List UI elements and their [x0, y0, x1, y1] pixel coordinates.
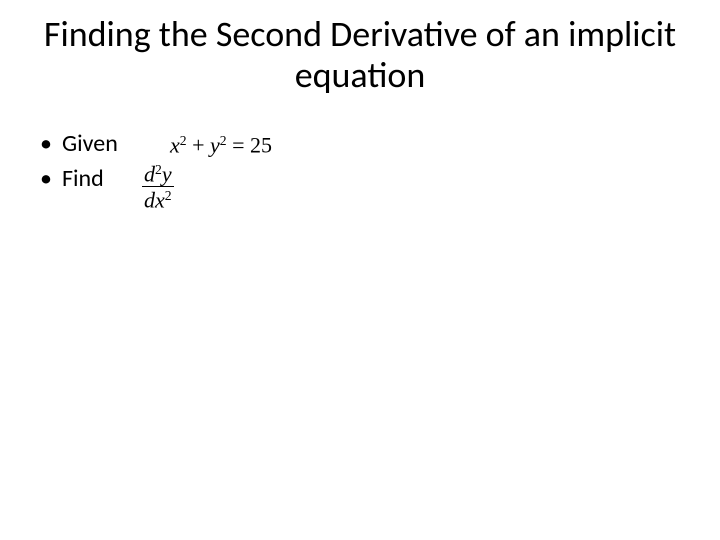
- slide-title: Finding the Second Derivative of an impl…: [0, 14, 720, 97]
- eq-exp: 2: [220, 133, 227, 148]
- eq-op: =: [227, 132, 250, 157]
- eq-d: d: [144, 161, 155, 186]
- eq-op: +: [187, 132, 210, 157]
- eq-rhs: 25: [250, 132, 272, 157]
- bullet-item: • Find: [40, 163, 680, 194]
- fraction: d2y dx2: [142, 162, 174, 212]
- eq-exp: 2: [155, 162, 162, 177]
- bullet-glyph: •: [40, 163, 62, 194]
- equation-find: d2y dx2: [142, 162, 174, 212]
- eq-var: y: [162, 161, 172, 186]
- eq-term: x: [170, 132, 180, 157]
- equation-given: x2 + y2 = 25: [170, 132, 272, 158]
- bullet-label-find: Find: [62, 163, 104, 194]
- bullet-item: • Given: [40, 128, 680, 159]
- eq-exp: 2: [180, 133, 187, 148]
- eq-var: x: [155, 188, 165, 213]
- bullet-label-given: Given: [62, 128, 118, 159]
- slide-body: • Given • Find: [40, 128, 680, 198]
- fraction-denominator: dx2: [142, 187, 174, 211]
- fraction-numerator: d2y: [142, 162, 174, 187]
- bullet-glyph: •: [40, 128, 62, 159]
- eq-d: d: [144, 188, 155, 213]
- slide: Finding the Second Derivative of an impl…: [0, 0, 720, 540]
- eq-exp: 2: [165, 188, 172, 203]
- eq-term: y: [210, 132, 220, 157]
